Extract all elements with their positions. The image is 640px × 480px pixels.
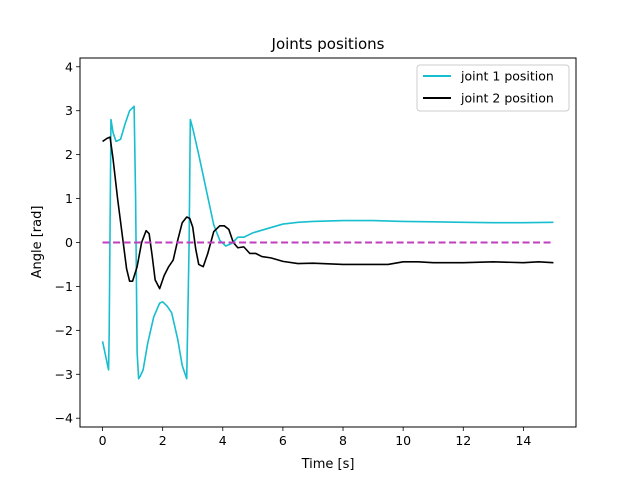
y-axis: −4 −3 −2 −1 0 1 2 3 4 <box>55 59 80 426</box>
y-tick-label: 0 <box>65 235 73 250</box>
y-tick-label: 3 <box>65 103 73 118</box>
y-tick-label: 2 <box>65 147 73 162</box>
x-tick-label: 14 <box>515 433 531 448</box>
plot-area <box>79 57 577 428</box>
x-tick-label: 12 <box>455 433 471 448</box>
legend: joint 1 position joint 2 position <box>416 64 570 112</box>
series-layer <box>101 105 554 380</box>
x-tick-label: 0 <box>99 433 107 448</box>
series-line-joint-2-position <box>102 136 554 290</box>
legend-label-joint-1: joint 1 position <box>460 69 554 84</box>
series-line-joint-1-position <box>101 105 554 380</box>
y-tick-label: −2 <box>55 323 73 338</box>
x-tick-label: 10 <box>395 433 411 448</box>
x-tick-label: 2 <box>159 433 167 448</box>
legend-box <box>416 64 570 112</box>
y-tick-label: −3 <box>55 367 73 382</box>
y-axis-label: Angle [rad] <box>30 206 45 279</box>
x-tick-label: 6 <box>279 433 287 448</box>
x-axis-label: Time [s] <box>301 457 355 472</box>
x-tick-label: 8 <box>339 433 347 448</box>
y-tick-label: 1 <box>65 191 73 206</box>
x-tick-label: 4 <box>219 433 227 448</box>
chart-title: Joints positions <box>271 35 385 53</box>
y-tick-label: 4 <box>65 59 73 74</box>
x-axis: 0 2 4 6 8 10 12 14 <box>99 427 531 448</box>
legend-label-joint-2: joint 2 position <box>460 91 554 106</box>
y-tick-label: −4 <box>55 411 73 426</box>
y-tick-label: −1 <box>55 279 73 294</box>
